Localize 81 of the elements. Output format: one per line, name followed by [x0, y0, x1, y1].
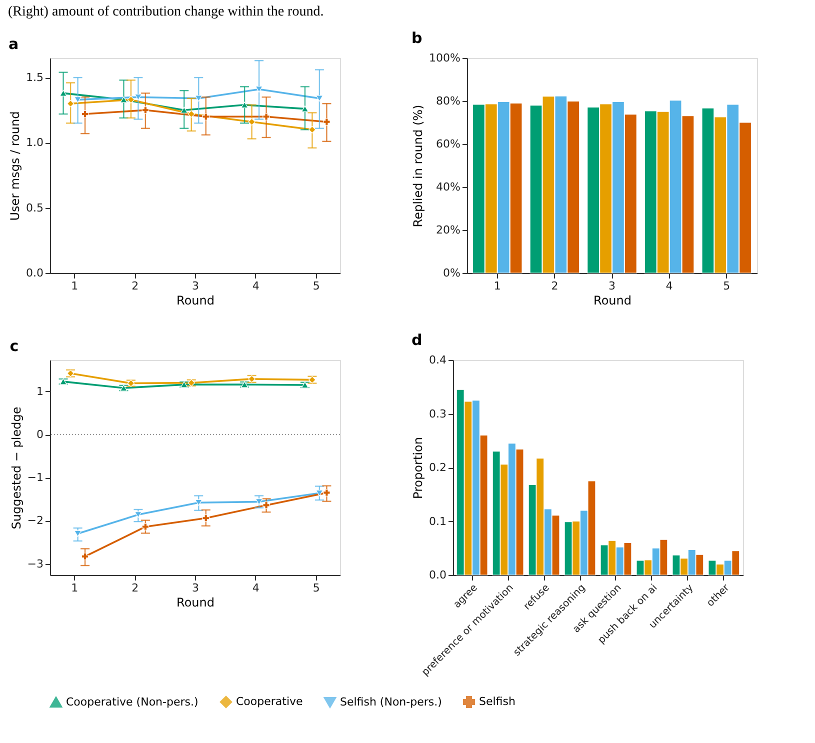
point — [202, 514, 210, 522]
point — [255, 498, 263, 505]
chart-title: a — [8, 35, 19, 53]
x-tick-label: 4 — [252, 280, 260, 292]
point — [60, 90, 67, 96]
y-tick-label: 1.0 — [26, 136, 44, 150]
point — [127, 96, 135, 104]
point — [316, 490, 324, 496]
point — [81, 552, 89, 560]
y-tick-label: 0.1 — [429, 514, 446, 528]
point — [323, 118, 330, 126]
x-tick-label: 5 — [723, 280, 730, 292]
x-tick-label: 3 — [608, 280, 616, 292]
point — [255, 86, 263, 92]
point — [323, 489, 330, 496]
x-tick-label: 5 — [312, 280, 320, 292]
point — [301, 106, 309, 112]
point — [134, 94, 142, 100]
y-tick-label: 0.4 — [429, 354, 446, 366]
point — [308, 126, 316, 134]
point — [240, 102, 248, 108]
x-tick-label: 2 — [132, 280, 139, 292]
y-axis-title: Replied in round (%) — [411, 104, 426, 228]
x-tick-label: 5 — [312, 582, 320, 594]
y-tick-label: 0.2 — [429, 461, 446, 474]
x-tick-label: 3 — [192, 582, 199, 594]
x-tick-label: 2 — [551, 280, 558, 292]
y-tick-label: 0 — [36, 428, 44, 442]
chart-title: c — [10, 337, 19, 355]
x-axis-title: Round — [176, 596, 214, 610]
y-tick-label: 20% — [436, 224, 460, 236]
point — [202, 112, 210, 120]
point — [134, 511, 142, 518]
y-axis-title: User msgs / round — [8, 111, 22, 221]
x-tick-label: 1 — [71, 582, 78, 594]
y-tick-label: 0.0 — [429, 568, 446, 582]
y-tick-label: 80% — [436, 94, 460, 108]
legend-label: Selfish (Non-pers.) — [340, 695, 442, 708]
chart-title: d — [412, 331, 422, 349]
x-tick-label: 4 — [666, 280, 673, 292]
point — [194, 499, 202, 506]
text: (Right) amount of contribution change within the round. — [8, 4, 324, 20]
point — [120, 96, 128, 103]
point — [262, 112, 270, 120]
y-tick-label: −3 — [27, 557, 44, 570]
y-tick-label: 60% — [436, 138, 460, 150]
y-tick-label: 40% — [436, 180, 460, 194]
point — [142, 106, 150, 114]
x-tick-label: 3 — [192, 280, 199, 292]
y-tick-label: 1.5 — [26, 71, 44, 84]
legend-label: Cooperative (Non-pers.) — [66, 695, 198, 708]
point — [142, 523, 150, 530]
point — [66, 100, 74, 108]
point — [248, 118, 256, 126]
legend-label: Selfish — [479, 695, 516, 708]
y-tick-label: 0% — [443, 266, 460, 280]
y-tick-label: 100% — [429, 52, 460, 64]
point — [74, 530, 82, 537]
y-tick-label: −2 — [27, 514, 44, 528]
y-tick-label: 0.0 — [26, 266, 44, 280]
y-tick-label: 0.5 — [26, 201, 44, 214]
legend-label: Cooperative — [236, 695, 304, 708]
x-axis-title: Round — [594, 294, 632, 308]
point — [262, 502, 270, 509]
y-tick-label: −1 — [27, 471, 44, 484]
y-tick-label: 0.3 — [429, 407, 446, 420]
point — [81, 110, 89, 118]
point — [194, 95, 202, 102]
x-tick-label: 1 — [494, 280, 501, 292]
x-tick-label: 2 — [132, 582, 139, 594]
y-axis-title: Suggested − pledge — [9, 406, 24, 530]
point — [188, 110, 196, 118]
x-tick-label: 4 — [252, 582, 260, 594]
point — [74, 96, 82, 103]
point — [180, 106, 188, 114]
x-axis-title: Round — [176, 294, 214, 308]
y-tick-label: 1 — [36, 384, 44, 398]
point — [316, 95, 324, 102]
x-tick-label: 1 — [71, 280, 78, 292]
chart-title: b — [412, 29, 423, 47]
y-axis-title: Proportion — [411, 437, 426, 499]
